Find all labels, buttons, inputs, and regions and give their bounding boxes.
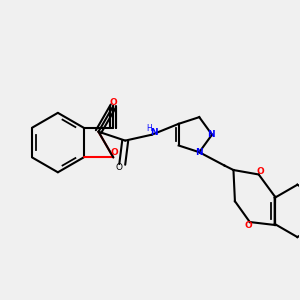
Text: N: N: [196, 148, 203, 157]
Text: O: O: [244, 220, 252, 230]
Text: O: O: [110, 98, 117, 107]
Text: O: O: [116, 163, 123, 172]
Text: O: O: [256, 167, 264, 176]
Text: N: N: [150, 128, 157, 137]
Text: N: N: [207, 130, 214, 139]
Text: O: O: [111, 148, 119, 158]
Text: H: H: [146, 124, 152, 133]
